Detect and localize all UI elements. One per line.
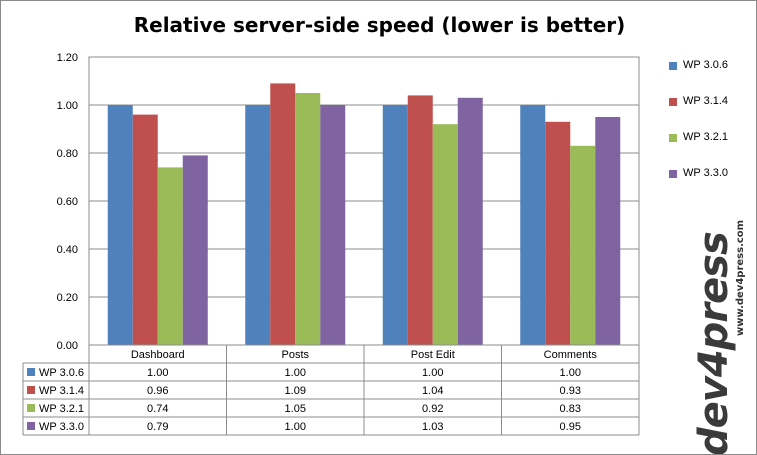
table-legend-swatch	[27, 386, 35, 394]
bar	[245, 105, 271, 345]
bar	[570, 145, 596, 345]
table-series-name: WP 3.0.6	[39, 367, 84, 379]
legend-label: WP 3.1.4	[683, 95, 729, 107]
y-tick-label: 0.80	[57, 148, 78, 160]
table-series-name: WP 3.1.4	[39, 385, 84, 397]
table-cell-value: 0.93	[560, 385, 581, 397]
table-cell-value: 0.74	[147, 403, 168, 415]
bar	[432, 124, 458, 345]
legend-swatch	[669, 98, 677, 106]
y-tick-label: 0.60	[57, 196, 78, 208]
bar	[382, 105, 408, 345]
table-cell-value: 1.04	[422, 385, 443, 397]
table-legend-swatch	[27, 404, 35, 412]
y-tick-label: 0.40	[57, 244, 78, 256]
table-cell-value: 1.00	[285, 367, 306, 379]
y-tick-label: 1.20	[57, 52, 78, 64]
bar	[157, 167, 183, 345]
x-category-label: Dashboard	[131, 349, 185, 361]
table-cell-value: 1.00	[422, 367, 443, 379]
table-cell-value: 1.09	[285, 385, 306, 397]
table-cell-value: 1.00	[285, 421, 306, 433]
chart-title: Relative server-side speed (lower is bet…	[133, 13, 626, 37]
table-cell-value: 1.05	[285, 403, 306, 415]
table-series-name: WP 3.2.1	[39, 403, 84, 415]
bar	[182, 155, 208, 345]
bar	[457, 97, 483, 345]
bar	[320, 105, 346, 345]
x-category-label: Comments	[544, 349, 598, 361]
table-series-name: WP 3.3.0	[39, 421, 84, 433]
y-tick-label: 0.20	[57, 292, 78, 304]
legend-label: WP 3.3.0	[683, 167, 729, 179]
legend-label: WP 3.2.1	[683, 131, 729, 143]
legend-swatch	[669, 170, 677, 178]
table-legend-swatch	[27, 368, 35, 376]
logo-text: dev4press	[691, 232, 737, 455]
dev4press-logo: dev4press www.dev4press.com	[691, 176, 751, 455]
bar	[295, 93, 321, 345]
table-cell-value: 0.79	[147, 421, 168, 433]
logo-url: www.dev4press.com	[735, 219, 746, 336]
legend-label: WP 3.0.6	[683, 59, 729, 71]
table-cell-value: 0.83	[560, 403, 581, 415]
y-tick-label: 1.00	[57, 100, 78, 112]
bar	[107, 105, 133, 345]
x-category-label: Posts	[281, 349, 309, 361]
legend-swatch	[669, 62, 677, 70]
table-legend-swatch	[27, 422, 35, 430]
table-cell-value: 1.03	[422, 421, 443, 433]
bar	[132, 114, 158, 345]
table-cell-value: 1.00	[560, 367, 581, 379]
bar	[270, 83, 296, 346]
legend-swatch	[669, 134, 677, 142]
table-cell-value: 0.96	[147, 385, 168, 397]
y-tick-label: 0.00	[57, 340, 78, 352]
table-cell-value: 0.92	[422, 403, 443, 415]
bar	[595, 117, 621, 345]
bar	[520, 105, 546, 345]
table-cell-value: 0.95	[560, 421, 581, 433]
table-cell-value: 1.00	[147, 367, 168, 379]
bar	[545, 121, 571, 345]
bar	[407, 95, 433, 346]
x-category-label: Post Edit	[411, 349, 455, 361]
